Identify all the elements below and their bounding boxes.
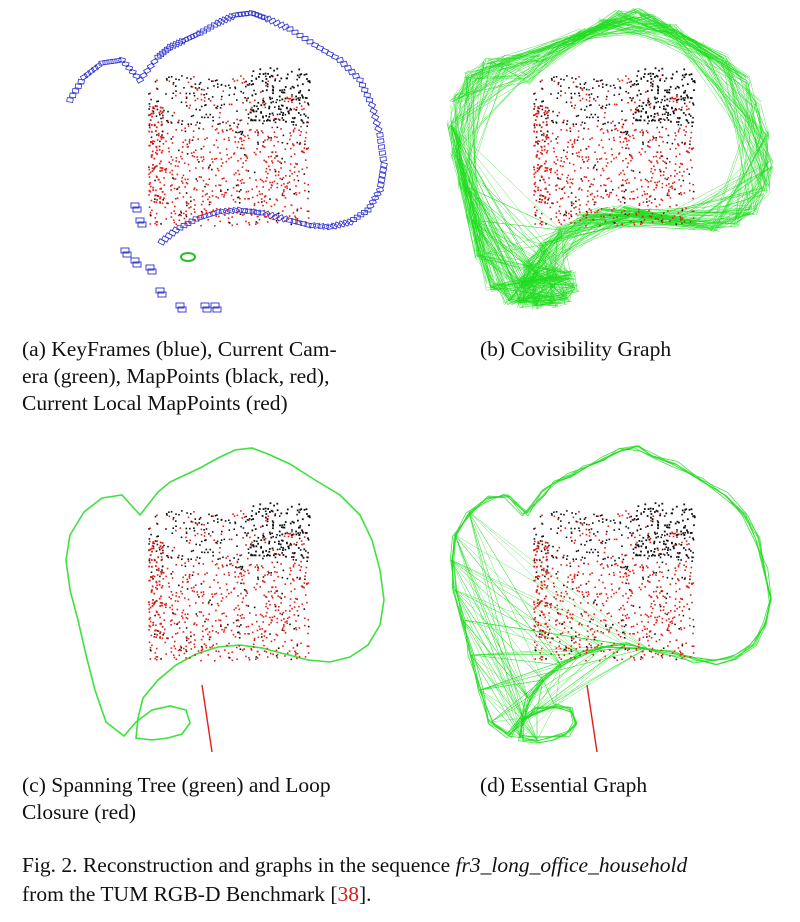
figure-caption-line2-text: from the TUM RGB-D Benchmark [ [22,882,338,906]
panel-d-essential-graph [425,440,785,760]
figure-caption: Fig. 2. Reconstruction and graphs in the… [22,851,792,909]
caption-c-line-2: Closure (red) [22,800,137,824]
essential-edges [449,445,772,744]
panel-d-plot [449,445,772,753]
panel-a-plot [66,9,388,313]
caption-c-line-1: (c) Spanning Tree (green) and Loop [22,773,331,797]
caption-c: (c) Spanning Tree (green) and Loop Closu… [22,772,331,826]
panel-c-plot [65,447,385,753]
spanning-tree [65,447,385,741]
citation-link[interactable]: 38 [337,882,359,906]
caption-a-line-3: Current Local MapPoints (red) [22,391,288,415]
caption-a-line-1: (a) KeyFrames (blue), Current Cam- [22,337,337,361]
caption-d: (d) Essential Graph [480,772,647,799]
figure-caption-prefix: Fig. 2. Reconstruction and graphs in the… [22,853,456,877]
current-camera [180,252,196,262]
panel-a-keyframes [40,5,400,325]
keyframes [66,9,388,313]
caption-a-line-2: era (green), MapPoints (black, red), [22,364,330,388]
map-points [533,502,696,662]
panel-b-plot [446,7,774,310]
figure-caption-line2-end: ]. [358,882,372,906]
loop-closure [201,684,213,753]
caption-b-line-1: (b) Covisibility Graph [480,337,672,361]
caption-d-line-1: (d) Essential Graph [480,773,648,797]
panel-c-spanning-tree [40,440,400,760]
caption-b: (b) Covisibility Graph [480,336,671,363]
loop-closure [586,684,598,753]
figure-caption-line-2: from the TUM RGB-D Benchmark [38]. [22,880,792,909]
map-points [533,67,696,227]
covisibility-edges [446,7,774,310]
map-points [148,502,311,662]
figure-caption-line-1: Fig. 2. Reconstruction and graphs in the… [22,851,792,880]
panel-b-covisibility [425,5,785,325]
sequence-name: fr3_long_office_household [455,853,688,877]
caption-a: (a) KeyFrames (blue), Current Cam- era (… [22,336,337,417]
map-points [148,67,311,227]
